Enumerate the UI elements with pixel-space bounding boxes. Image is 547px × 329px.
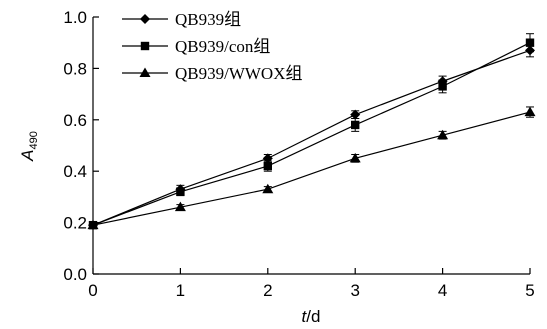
series-line: [92, 49, 531, 226]
data-point: [262, 183, 274, 194]
x-axis-title: t/d: [302, 307, 321, 326]
y-tick-label: 0.2: [63, 214, 87, 233]
legend-label: QB939/WWOX组: [175, 64, 302, 83]
legend-marker: [139, 67, 151, 77]
x-axis-title-unit: /d: [306, 307, 320, 326]
x-ticks: 0 1 2 3 4 5: [88, 268, 535, 300]
y-ticks: 0.0 0.2 0.4 0.6 0.8 1.0: [63, 8, 99, 284]
axes: [92, 17, 530, 275]
y-tick-label: 0.8: [63, 59, 87, 78]
series-diamond: [88, 43, 535, 231]
data-point: [525, 38, 535, 47]
y-axis-title-main: A: [18, 150, 37, 162]
x-tick-label: 5: [525, 281, 534, 300]
data-point: [174, 201, 186, 212]
legend-label: QB939/con组: [175, 37, 270, 56]
series-line: [92, 42, 531, 226]
x-tick-label: 4: [438, 281, 447, 300]
x-axis-title-main: t: [302, 307, 308, 326]
x-tick-label: 2: [263, 281, 272, 300]
data-point: [437, 129, 449, 140]
data-point: [524, 106, 536, 117]
data-point: [349, 152, 361, 163]
series-line: [92, 111, 531, 226]
y-tick-label: 0.6: [63, 111, 87, 130]
x-tick-label: 1: [176, 281, 185, 300]
data-point: [176, 187, 185, 196]
legend-label: QB939组: [175, 10, 241, 29]
legend-marker: [140, 41, 150, 51]
y-axis-title: A490: [18, 131, 40, 162]
data-point: [350, 109, 361, 120]
series-triangle: [87, 106, 536, 230]
data-point: [438, 82, 447, 91]
x-tick-label: 0: [88, 281, 97, 300]
data-point: [87, 219, 99, 230]
y-tick-label: 1.0: [63, 8, 87, 27]
legend-marker: [140, 14, 150, 24]
data-point: [263, 161, 272, 171]
y-tick-label: 0.0: [63, 265, 87, 284]
x-tick-label: 3: [350, 281, 359, 300]
data-point: [351, 120, 360, 130]
y-tick-label: 0.4: [63, 162, 87, 181]
y-axis-title-sub: 490: [28, 131, 40, 149]
series-layer: [87, 33, 536, 231]
legend: QB939组 QB939/con组 QB939/WWOX组: [122, 10, 302, 83]
